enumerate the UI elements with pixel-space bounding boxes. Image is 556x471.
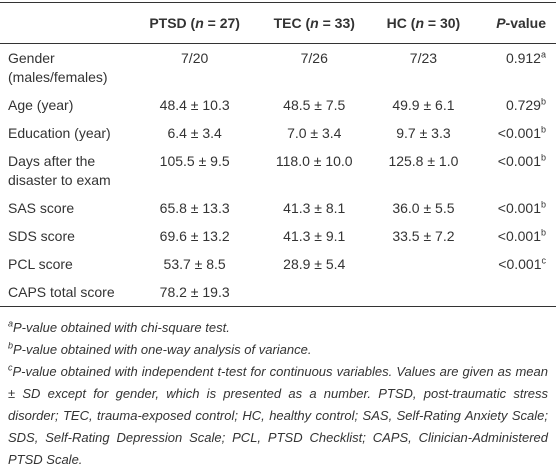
cell: 53.7 ± 8.5 — [163, 255, 226, 272]
cell: 125.8 ± 1.0 — [388, 152, 459, 169]
table-row: SDS score 69.6 ± 13.2 41.3 ± 9.1 33.5 ± 7.2… — [0, 222, 556, 250]
row-label: SDS score — [8, 227, 75, 244]
p-value: <0.001 — [497, 199, 541, 216]
cell: 78.2 ± 19.3 — [132, 278, 258, 307]
p-value: 0.729 — [505, 96, 541, 113]
header-row: PTSD (n = 27) TEC (n = 33) HC (n = 30) P-va… — [0, 2, 556, 44]
note-mark: a — [540, 48, 546, 59]
p-value: <0.001 — [497, 152, 541, 169]
p-value: <0.001 — [497, 227, 541, 244]
header-text: = 27) — [203, 15, 240, 31]
note-mark: b — [540, 198, 546, 209]
footnote: aP-value obtained with chi-square test. — [8, 317, 548, 339]
note-mark: b — [540, 95, 546, 106]
footnote-text: P-value obtained with chi-square test. — [13, 320, 230, 335]
cell: 7/23 — [409, 49, 438, 66]
header-text: P — [496, 15, 506, 31]
cell: <0.001b — [476, 147, 556, 194]
note-mark: c — [541, 254, 547, 265]
footnotes: aP-value obtained with chi-square test. b… — [0, 307, 556, 471]
header-text: HC ( — [386, 15, 416, 31]
p-value: 0.912 — [505, 49, 541, 66]
row-label: CAPS total score — [0, 278, 132, 307]
table-row: CAPS total score 78.2 ± 19.3 — [0, 278, 556, 307]
table-row: Education (year) 6.4 ± 3.4 7.0 ± 3.4 9.7 ± … — [0, 119, 556, 147]
header-cell: TEC (n = 33) — [257, 2, 372, 44]
header-text: n — [310, 15, 319, 31]
header-text: = 30) — [424, 15, 461, 31]
cell: 48.4 ± 10.3 — [159, 96, 230, 113]
table-row: PCL score 53.7 ± 8.5 28.9 ± 5.4 <0.001c — [0, 250, 556, 278]
cell: 48.5 ± 7.5 — [283, 96, 346, 113]
header-text: n — [415, 15, 424, 31]
footnote-text: P-value obtained with independent t-test… — [8, 364, 548, 467]
note-mark: b — [8, 340, 14, 351]
header-cell — [0, 2, 132, 44]
cell — [475, 278, 556, 307]
cell: 0.729b — [476, 91, 556, 119]
cell: 7/20 — [181, 49, 209, 66]
p-value: <0.001 — [497, 124, 541, 141]
row-label: SAS score — [8, 199, 75, 216]
p-value: <0.001 — [498, 255, 542, 272]
note-mark: b — [540, 226, 546, 237]
cell: 65.8 ± 13.3 — [159, 199, 230, 216]
footnote-text: P-value obtained with one-way analysis o… — [13, 342, 312, 357]
cell: 41.3 ± 8.1 — [283, 199, 346, 216]
cell: 105.5 ± 9.5 — [159, 152, 230, 169]
note-mark: a — [8, 318, 14, 329]
cell: 28.9 ± 5.4 — [283, 255, 346, 272]
footnote: cP-value obtained with independent t-tes… — [8, 361, 548, 471]
cell: 49.9 ± 6.1 — [392, 96, 455, 113]
note-mark: b — [540, 151, 546, 162]
header-cell: P-value — [475, 2, 556, 44]
row-label: Gender (males/females) — [8, 49, 108, 85]
cell: <0.001b — [476, 222, 556, 250]
header-text: n — [195, 15, 204, 31]
cell — [371, 278, 476, 307]
note-mark: b — [540, 123, 546, 134]
header-text: PTSD ( — [149, 15, 196, 31]
cell: 118.0 ± 10.0 — [275, 152, 353, 169]
table-row: SAS score 65.8 ± 13.3 41.3 ± 8.1 36.0 ± 5.5… — [0, 194, 556, 222]
cell: 0.912a — [476, 44, 556, 92]
row-label: Days after the disaster to exam — [8, 152, 111, 188]
cell: <0.001b — [476, 119, 556, 147]
header-cell: PTSD (n = 27) — [132, 2, 258, 44]
cell: <0.001b — [476, 194, 556, 222]
table-row: Age (year) 48.4 ± 10.3 48.5 ± 7.5 49.9 ± 6.… — [0, 91, 556, 119]
cell: 9.7 ± 3.3 — [396, 124, 451, 141]
header-text: TEC ( — [273, 15, 311, 31]
cell: 41.3 ± 9.1 — [283, 227, 346, 244]
header-text: -value — [505, 15, 546, 31]
cell: 33.5 ± 7.2 — [392, 227, 455, 244]
row-label: PCL score — [8, 255, 73, 272]
cell: 7/26 — [300, 49, 328, 66]
table-row: Days after the disaster to exam 105.5 ± 9… — [0, 147, 556, 194]
note-mark: c — [8, 362, 13, 373]
cell: <0.001c — [476, 250, 556, 278]
header-text: = 33) — [318, 15, 355, 31]
cell: 6.4 ± 3.4 — [167, 124, 222, 141]
cell: 69.6 ± 13.2 — [159, 227, 230, 244]
cell — [371, 250, 475, 278]
footnote: bP-value obtained with one-way analysis … — [8, 339, 548, 361]
header-cell: HC (n = 30) — [371, 2, 476, 44]
cell: 7.0 ± 3.4 — [287, 124, 342, 141]
row-label: Education (year) — [8, 124, 111, 141]
cell — [257, 278, 372, 307]
row-label: Age (year) — [8, 96, 74, 113]
data-table: PTSD (n = 27) TEC (n = 33) HC (n = 30) P-va… — [0, 2, 556, 307]
table-row: Gender (males/females) 7/20 7/26 7/23 0.912a — [0, 44, 556, 92]
cell: 36.0 ± 5.5 — [392, 199, 455, 216]
